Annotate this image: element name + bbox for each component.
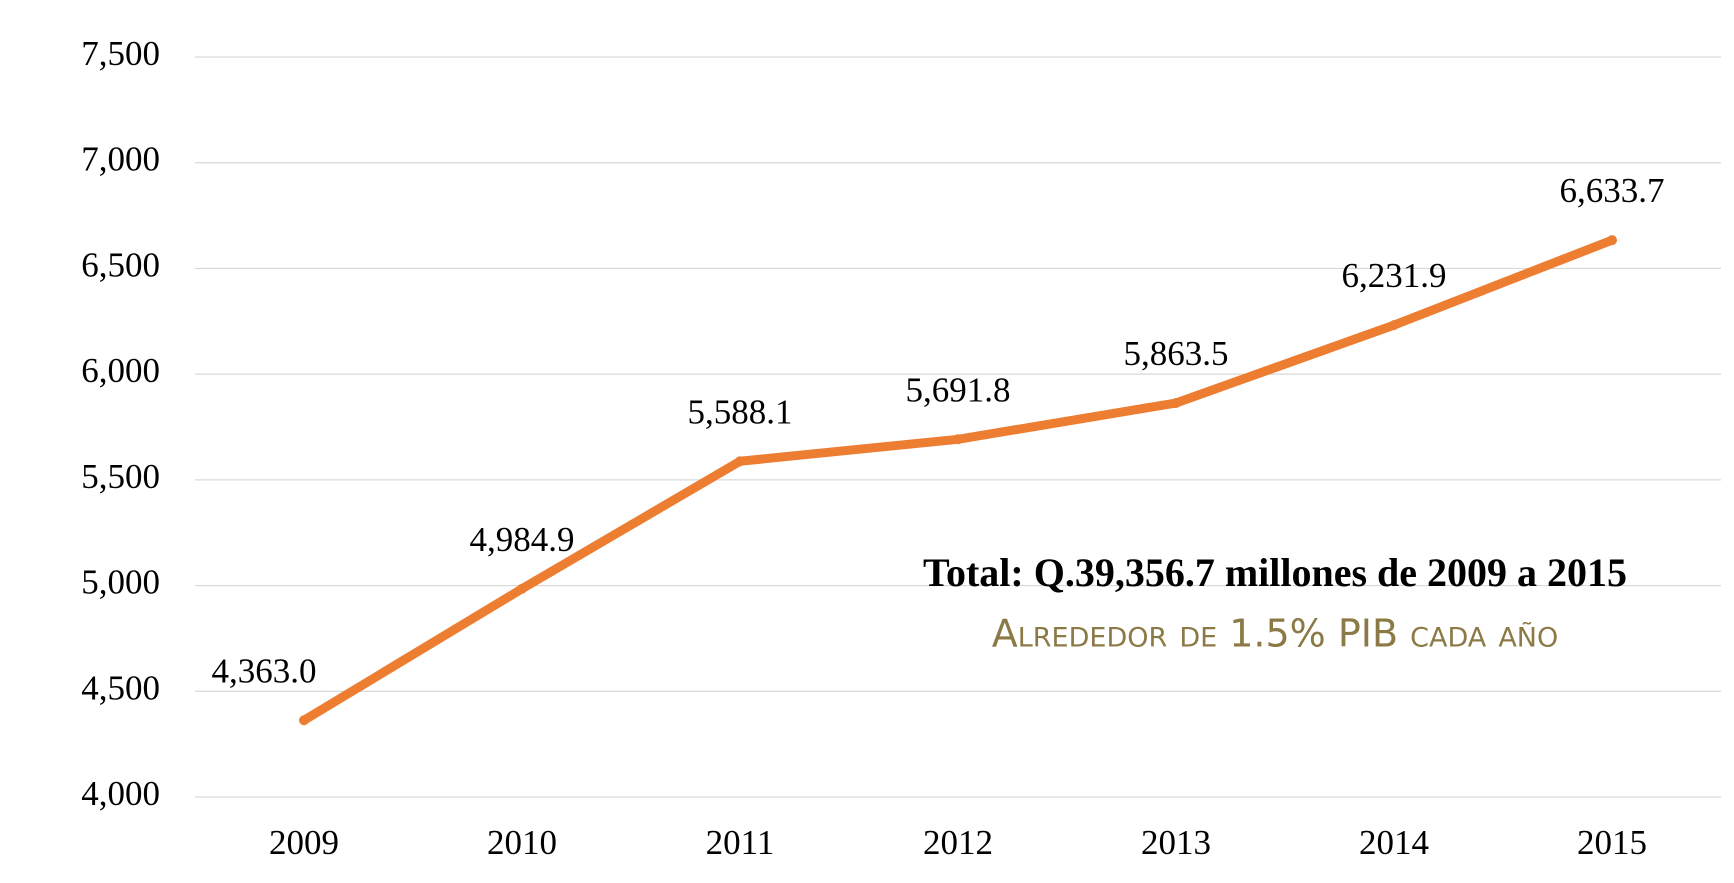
y-tick-label: 6,500	[81, 245, 160, 284]
y-tick-label: 6,000	[81, 351, 160, 390]
y-tick-label: 4,000	[81, 774, 160, 813]
x-tick-label: 2014	[1359, 823, 1429, 862]
annotation-total: Total: Q.39,356.7 millones de 2009 a 201…	[923, 550, 1627, 595]
point	[517, 583, 527, 594]
value-label: 5,691.8	[906, 370, 1011, 409]
x-tick-label: 2013	[1141, 823, 1211, 862]
value-label: 5,588.1	[688, 392, 793, 431]
point	[735, 456, 745, 467]
point	[299, 715, 309, 726]
value-label: 6,633.7	[1560, 171, 1665, 210]
y-tick-label: 5,500	[81, 457, 160, 496]
point	[1607, 235, 1617, 246]
point	[1171, 398, 1181, 409]
y-tick-label: 5,000	[81, 563, 160, 602]
value-label: 4,363.0	[212, 651, 317, 690]
x-tick-label: 2011	[706, 823, 775, 862]
annotation-pib: Alrededor de 1.5% PIB cada año	[992, 612, 1559, 656]
value-label: 5,863.5	[1124, 334, 1229, 373]
y-tick-label: 4,500	[81, 668, 160, 707]
value-label: 6,231.9	[1342, 256, 1447, 295]
y-tick-label: 7,500	[81, 34, 160, 73]
x-tick-label: 2012	[923, 823, 993, 862]
y-tick-label: 7,000	[81, 140, 160, 179]
x-tick-label: 2010	[487, 823, 557, 862]
value-label: 4,984.9	[470, 520, 575, 559]
x-tick-label: 2009	[269, 823, 339, 862]
point	[953, 434, 963, 445]
point	[1389, 320, 1399, 331]
x-tick-label: 2015	[1577, 823, 1647, 862]
